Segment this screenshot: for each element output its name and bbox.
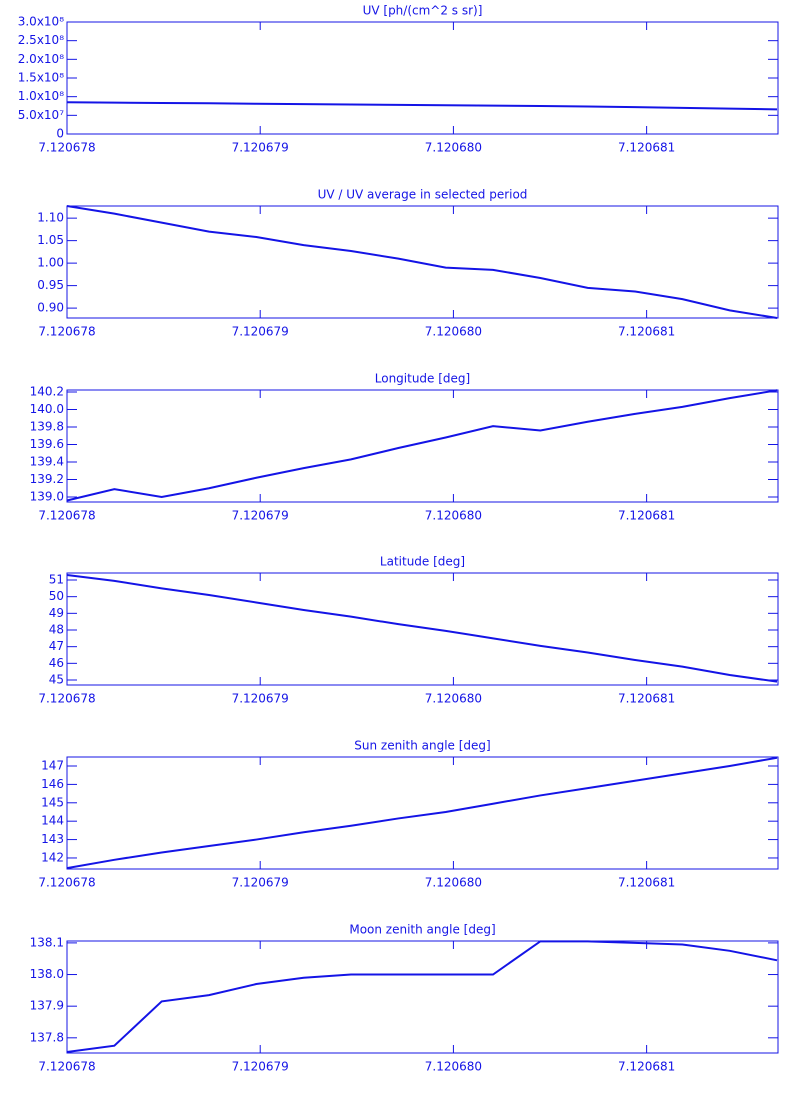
x-tick-label: 7.120680	[425, 876, 482, 890]
y-tick-label: 5.0x10⁷	[18, 108, 64, 122]
x-tick-label: 7.120681	[618, 325, 675, 339]
y-tick-label: 139.8	[30, 420, 64, 434]
chart-title: UV / UV average in selected period	[318, 188, 528, 202]
x-tick-label: 7.120678	[38, 325, 95, 339]
x-tick-label: 7.120678	[38, 692, 95, 706]
y-tick-label: 48	[49, 623, 64, 637]
y-tick-label: 47	[49, 639, 64, 653]
y-tick-label: 143	[41, 832, 64, 846]
data-line	[66, 574, 778, 683]
data-line	[66, 940, 778, 1054]
chart-title: Longitude [deg]	[375, 372, 470, 386]
y-tick-label: 137.8	[30, 1030, 64, 1044]
y-tick-label: 139.0	[30, 490, 64, 504]
data-line	[66, 756, 778, 870]
plot-frame	[66, 572, 779, 686]
x-tick-label: 7.120678	[38, 876, 95, 890]
plot-frame	[66, 205, 779, 319]
x-tick-label: 7.120681	[618, 692, 675, 706]
x-tick-label: 7.120678	[38, 1060, 95, 1074]
y-tick-label: 3.0x10⁸	[18, 15, 64, 29]
plot-frame	[66, 389, 779, 503]
y-tick-label: 139.6	[30, 437, 64, 451]
x-tick-label: 7.120680	[425, 325, 482, 339]
y-tick-label: 145	[41, 795, 64, 809]
x-tick-label: 7.120681	[618, 141, 675, 155]
y-tick-label: 139.4	[30, 455, 64, 469]
x-tick-label: 7.120679	[232, 692, 289, 706]
y-tick-label: 2.0x10⁸	[18, 52, 64, 66]
y-tick-label: 140.0	[30, 402, 64, 416]
y-tick-label: 137.9	[30, 999, 64, 1013]
y-tick-label: 139.2	[30, 472, 64, 486]
y-tick-label: 1.0x10⁸	[18, 89, 64, 103]
chart-title: Sun zenith angle [deg]	[354, 739, 490, 753]
y-tick-label: 140.2	[30, 385, 64, 399]
data-line	[66, 205, 778, 319]
x-tick-label: 7.120681	[618, 509, 675, 523]
y-tick-label: 1.05	[37, 233, 64, 247]
y-tick-label: 0	[56, 127, 64, 141]
x-tick-label: 7.120678	[38, 141, 95, 155]
x-tick-label: 7.120681	[618, 1060, 675, 1074]
x-tick-label: 7.120678	[38, 509, 95, 523]
y-tick-label: 45	[49, 673, 64, 687]
y-tick-label: 147	[41, 759, 64, 773]
y-tick-label: 46	[49, 656, 64, 670]
x-tick-label: 7.120679	[232, 509, 289, 523]
y-tick-label: 1.10	[37, 211, 64, 225]
y-tick-label: 1.5x10⁸	[18, 71, 64, 85]
y-tick-label: 138.0	[30, 967, 64, 981]
y-tick-label: 138.1	[30, 935, 64, 949]
plot-frame	[66, 756, 779, 870]
y-tick-label: 144	[41, 814, 64, 828]
x-tick-label: 7.120680	[425, 1060, 482, 1074]
plot-frame	[66, 21, 779, 135]
x-tick-label: 7.120679	[232, 141, 289, 155]
y-tick-label: 146	[41, 777, 64, 791]
y-tick-label: 2.5x10⁸	[18, 33, 64, 47]
y-tick-label: 0.95	[37, 278, 64, 292]
x-tick-label: 7.120679	[232, 325, 289, 339]
y-tick-label: 142	[41, 850, 64, 864]
chart-title: Moon zenith angle [deg]	[349, 923, 495, 937]
y-tick-label: 51	[49, 573, 64, 587]
x-tick-label: 7.120679	[232, 876, 289, 890]
data-line	[66, 389, 778, 502]
plot-frame	[66, 940, 779, 1054]
data-line	[66, 101, 778, 111]
chart-title: UV [ph/(cm^2 s sr)]	[363, 4, 483, 18]
y-tick-label: 0.90	[37, 301, 64, 315]
x-tick-label: 7.120680	[425, 692, 482, 706]
y-tick-label: 50	[49, 589, 64, 603]
x-tick-label: 7.120680	[425, 141, 482, 155]
chart-title: Latitude [deg]	[380, 555, 465, 569]
x-tick-label: 7.120680	[425, 509, 482, 523]
y-tick-label: 49	[49, 606, 64, 620]
x-tick-label: 7.120681	[618, 876, 675, 890]
y-tick-label: 1.00	[37, 256, 64, 270]
x-tick-label: 7.120679	[232, 1060, 289, 1074]
